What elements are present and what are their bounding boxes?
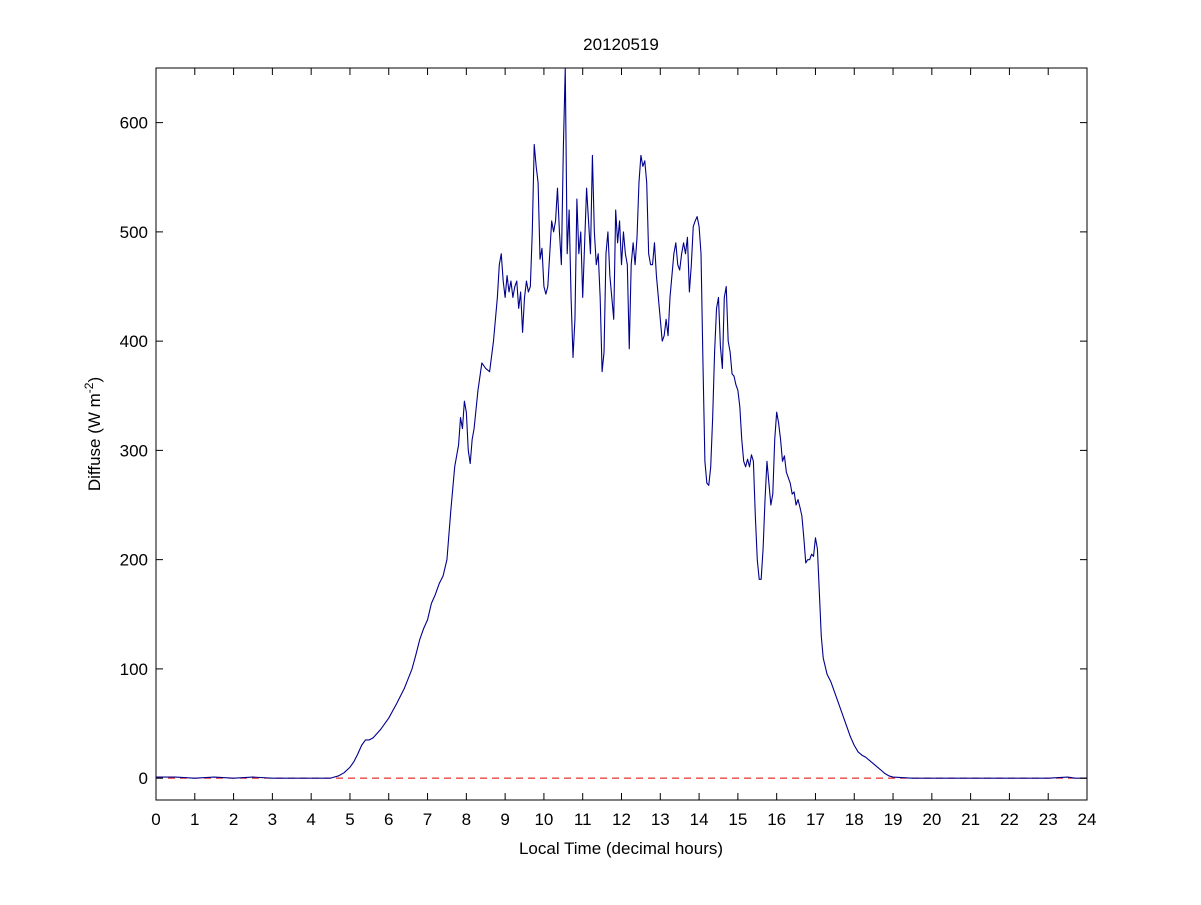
y-tick-label: 200 bbox=[120, 551, 148, 570]
x-tick-label: 19 bbox=[884, 810, 903, 829]
x-tick-label: 10 bbox=[534, 810, 553, 829]
y-axis-label-main: Diffuse (W m bbox=[85, 393, 104, 491]
x-tick-label: 7 bbox=[423, 810, 432, 829]
x-tick-label: 16 bbox=[767, 810, 786, 829]
x-tick-label: 5 bbox=[345, 810, 354, 829]
x-tick-label: 11 bbox=[574, 810, 592, 829]
x-tick-label: 3 bbox=[268, 810, 277, 829]
x-tick-label: 23 bbox=[1039, 810, 1058, 829]
y-axis-label: Diffuse (W m-2) bbox=[82, 377, 104, 491]
y-tick-label: 0 bbox=[139, 769, 148, 788]
y-axis-label-superscript: -2 bbox=[82, 382, 96, 393]
y-tick-label: 400 bbox=[120, 332, 148, 351]
x-tick-label: 6 bbox=[384, 810, 393, 829]
x-tick-label: 21 bbox=[961, 810, 980, 829]
x-tick-label: 12 bbox=[612, 810, 631, 829]
x-tick-label: 18 bbox=[845, 810, 864, 829]
y-tick-label: 100 bbox=[120, 660, 148, 679]
y-tick-label: 500 bbox=[120, 223, 148, 242]
y-tick-label: 600 bbox=[120, 114, 148, 133]
x-tick-label: 8 bbox=[462, 810, 471, 829]
x-tick-label: 20 bbox=[922, 810, 941, 829]
x-tick-label: 2 bbox=[229, 810, 238, 829]
x-tick-label: 17 bbox=[806, 810, 825, 829]
x-tick-label: 0 bbox=[151, 810, 160, 829]
chart-title: 20120519 bbox=[583, 35, 659, 54]
x-tick-label: 15 bbox=[728, 810, 747, 829]
x-tick-label: 1 bbox=[190, 810, 199, 829]
plot-area: 0 1 2 3 4 5 6 7 8 9 10 11 12 13 14 15 16 17 18 19 20 21 22 23 24… bbox=[120, 67, 1097, 829]
x-tick-label: 22 bbox=[1000, 810, 1019, 829]
series-line-0 bbox=[156, 67, 1087, 779]
y-tick-label: 300 bbox=[120, 441, 148, 460]
x-tick-label: 13 bbox=[651, 810, 670, 829]
x-tick-label: 4 bbox=[306, 810, 315, 829]
x-tick-label: 24 bbox=[1078, 810, 1097, 829]
x-tick-label: 9 bbox=[500, 810, 509, 829]
x-axis-label: Local Time (decimal hours) bbox=[519, 839, 723, 858]
y-axis-label-close: ) bbox=[85, 377, 104, 383]
x-tick-label: 14 bbox=[690, 810, 709, 829]
